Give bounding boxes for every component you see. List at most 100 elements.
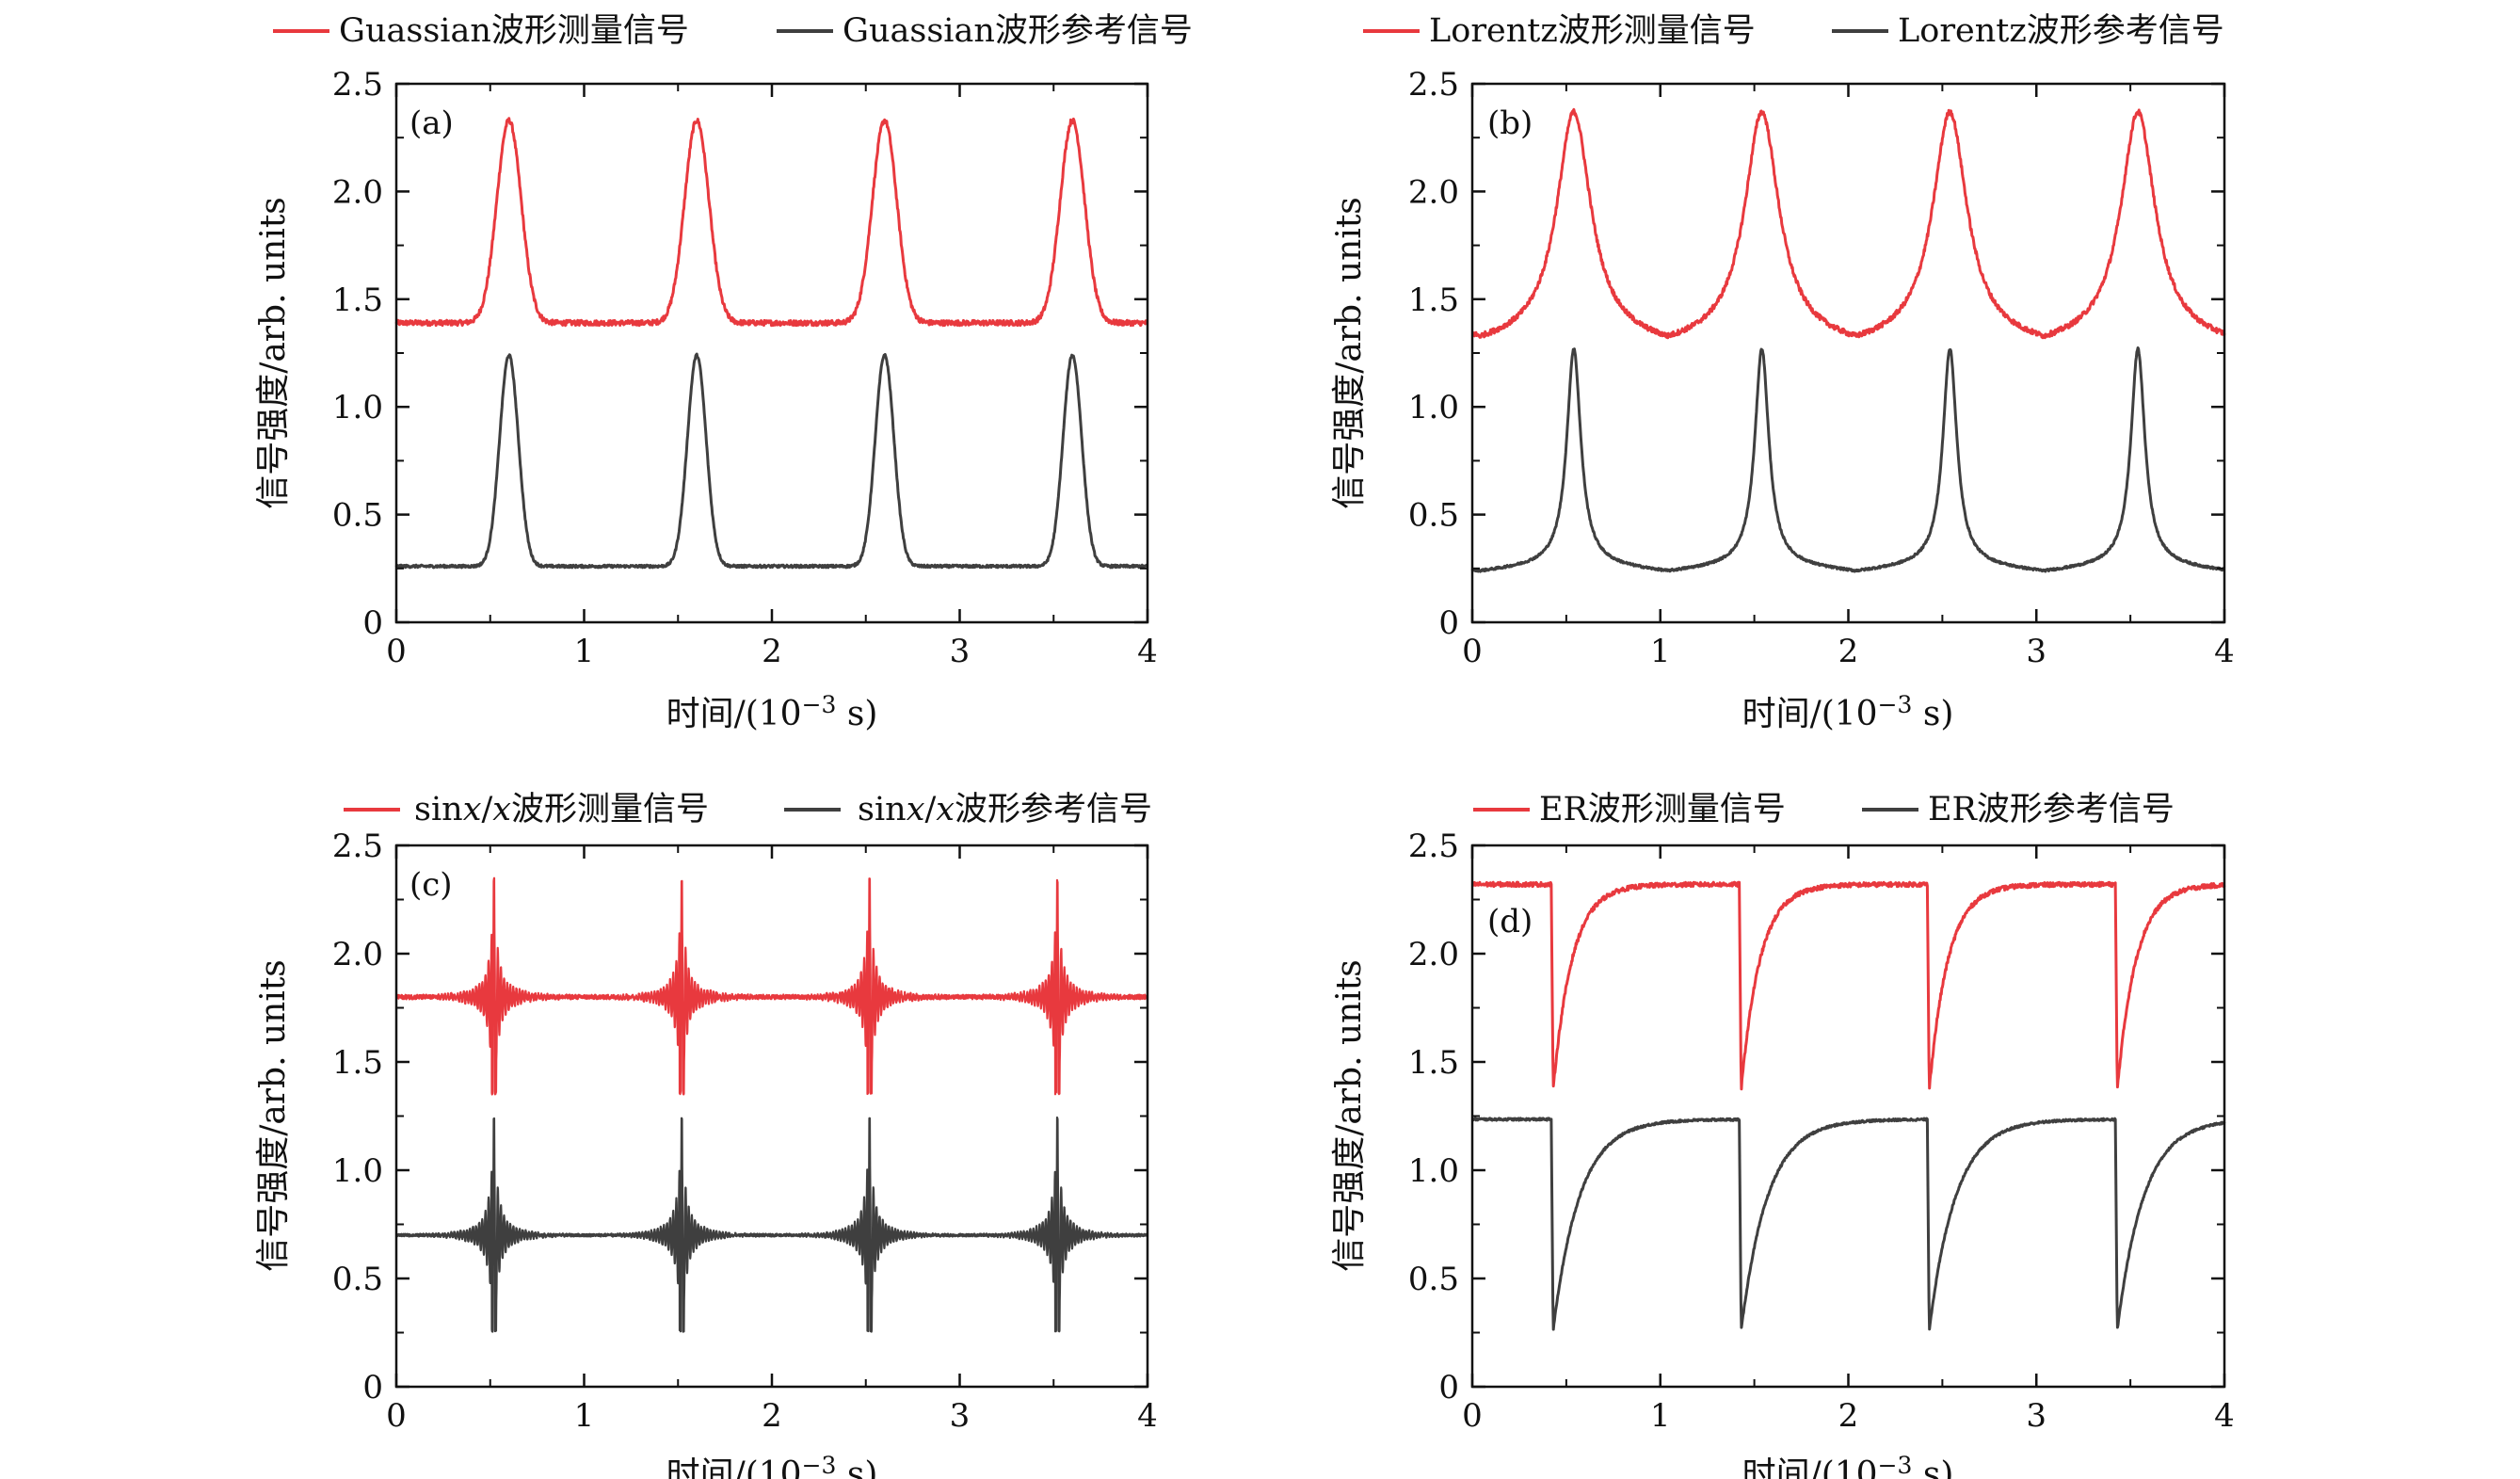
- y-axis-label-a: 信号强度/arb. units: [254, 197, 293, 509]
- y-tick-label: 2.5: [1408, 828, 1459, 865]
- legend-label-reference: Guassian波形参考信号: [843, 12, 1193, 50]
- y-tick-label: 2.5: [1408, 66, 1459, 104]
- x-tick-label: 3: [950, 633, 971, 670]
- legend-label-reference: sinx/x波形参考信号: [858, 791, 1152, 828]
- plot-area-c: 0 1 2 3 4 0 0.5 1.0 1.5 2.0 2.5: [332, 828, 1158, 1435]
- panel-c: sinx/x波形测量信号 sinx/x波形参考信号 0 1 2 3 400.51.01.…: [254, 791, 1158, 1479]
- x-tick-label: 3: [2026, 633, 2046, 670]
- panel-a: Guassian波形测量信号 Guassian波形参考信号 0 1 2 3 4 0 0.5 1…: [254, 12, 1193, 733]
- x-axis-label-exponent: −3: [1878, 691, 1913, 718]
- series-line-reference: [1470, 346, 2225, 573]
- x-axis-label-tail: s): [836, 695, 877, 733]
- y-axis-label-d: 信号强度/arb. units: [1330, 959, 1369, 1272]
- y-tick-label: 0: [362, 604, 383, 642]
- x-axis-label-tail: s): [1912, 695, 1953, 733]
- panel-label-a: (a): [409, 104, 454, 142]
- panel-label-b: (b): [1487, 104, 1533, 142]
- x-tick-label: 4: [2214, 1397, 2235, 1435]
- y-axis-label-c: 信号强度/arb. units: [254, 959, 293, 1272]
- x-tick-label: 0: [1462, 633, 1483, 670]
- x-tick-label: 1: [1650, 1397, 1671, 1435]
- y-tick-label: 2.0: [332, 936, 383, 973]
- plot-area-a: 0 1 2 3 4 0 0.5 1.0 1.5 2.0 2.5: [332, 66, 1158, 670]
- x-tick-label: 2: [762, 633, 782, 670]
- series-line-measured: [394, 876, 1149, 1096]
- y-tick-label: 1.0: [1408, 389, 1459, 426]
- plot-area-d: 0 1 2 3 4 0 0.5 1.0 1.5 2.0 2.5: [1408, 828, 2235, 1435]
- y-tick-label: 2.0: [1408, 936, 1459, 973]
- x-axis-label-exponent: −3: [1878, 1452, 1913, 1479]
- x-axis-label-tail: s): [1912, 1455, 1953, 1479]
- x-tick-label: 0: [1462, 1397, 1483, 1435]
- legend-slash: /: [924, 791, 936, 828]
- legend-sin: sin: [414, 791, 463, 828]
- y-tick-label: 1.5: [1408, 1044, 1459, 1082]
- x-tick-label: 1: [574, 1397, 595, 1435]
- y-axis-label-b: 信号强度/arb. units: [1330, 197, 1369, 509]
- x-axis-label-main: 时间/(10: [666, 1455, 802, 1479]
- legend-x-italic: x: [492, 791, 511, 828]
- legend-x-italic: x: [907, 791, 925, 828]
- x-axis-label-exponent: −3: [802, 691, 837, 718]
- x-tick-label: 4: [1137, 1397, 1158, 1435]
- y-tick-label: 0.5: [1408, 497, 1459, 535]
- y-tick-label: 1.0: [332, 1152, 383, 1190]
- y-tick-label: 0: [1438, 604, 1459, 642]
- x-tick-label: 3: [950, 1397, 971, 1435]
- y-tick-label: 1.5: [332, 281, 383, 319]
- x-axis-label-a: 时间/(10−3 s): [666, 691, 878, 733]
- panel-d: ER波形测量信号 ER波形参考信号 0 1 2 3 400.51.01.52.02.5 …: [1330, 791, 2235, 1479]
- legend-label-reference: Lorentz波形参考信号: [1898, 12, 2224, 50]
- x-axis-label-main: 时间/(10: [1742, 695, 1878, 733]
- legend-suffix: 波形参考信号: [955, 791, 1152, 828]
- plot-area-b: 0 1 2 3 4 0 0.5 1.0 1.5 2.0 2.5: [1408, 66, 2235, 670]
- x-tick-label: 0: [386, 1397, 407, 1435]
- x-tick-label: 4: [2214, 633, 2235, 670]
- y-tick-label: 0: [362, 1369, 383, 1407]
- panel-label-c: (c): [409, 866, 453, 904]
- x-axis-label-main: 时间/(10: [1742, 1455, 1878, 1479]
- series-line-measured: [1471, 880, 2226, 1091]
- y-tick-label: 2.5: [332, 828, 383, 865]
- legend-label-measured: sinx/x波形测量信号: [414, 791, 709, 828]
- legend-x-italic: x: [463, 791, 482, 828]
- series-line-measured: [1471, 107, 2226, 340]
- y-tick-label: 1.5: [1408, 281, 1459, 319]
- x-axis-label-exponent: −3: [802, 1452, 837, 1479]
- legend-slash: /: [481, 791, 492, 828]
- series-line-reference: [394, 352, 1148, 570]
- y-tick-label: 2.0: [1408, 173, 1459, 211]
- y-tick-label: 0: [1438, 1369, 1459, 1407]
- series-line-reference: [394, 1116, 1148, 1333]
- y-tick-label: 2.0: [332, 173, 383, 211]
- legend-label-reference: ER波形参考信号: [1928, 791, 2175, 828]
- x-axis-label-d: 时间/(10−3 s): [1742, 1452, 1954, 1479]
- y-tick-label: 1.5: [332, 1044, 383, 1082]
- x-tick-label: 1: [1650, 633, 1671, 670]
- panel-label-d: (d): [1487, 903, 1533, 940]
- legend-sin: sin: [858, 791, 907, 828]
- x-axis-label-main: 时间/(10: [666, 695, 802, 733]
- x-tick-label: 2: [1838, 633, 1859, 670]
- y-tick-label: 0.5: [1408, 1261, 1459, 1298]
- y-tick-label: 1.0: [332, 389, 383, 426]
- y-tick-label: 1.0: [1408, 1152, 1459, 1190]
- x-tick-label: 4: [1137, 633, 1158, 670]
- legend-label-measured: Guassian波形测量信号: [339, 12, 689, 50]
- y-tick-label: 2.5: [332, 66, 383, 104]
- x-tick-label: 2: [762, 1397, 782, 1435]
- legend-label-measured: ER波形测量信号: [1539, 791, 1786, 828]
- panel-b: Lorentz波形测量信号 Lorentz波形参考信号 0 1 2 3 4 0 0.5 1.0…: [1330, 12, 2235, 733]
- legend-x-italic: x: [936, 791, 955, 828]
- series-line-measured: [394, 117, 1148, 328]
- x-tick-label: 1: [574, 633, 595, 670]
- x-tick-label: 2: [1838, 1397, 1859, 1435]
- x-tick-label: 3: [2026, 1397, 2046, 1435]
- x-axis-label-c: 时间/(10−3 s): [666, 1452, 878, 1479]
- x-axis-label-b: 时间/(10−3 s): [1742, 691, 1954, 733]
- series-line-reference: [1471, 1117, 2226, 1331]
- legend-suffix: 波形测量信号: [511, 791, 709, 828]
- x-axis-label-tail: s): [836, 1455, 877, 1479]
